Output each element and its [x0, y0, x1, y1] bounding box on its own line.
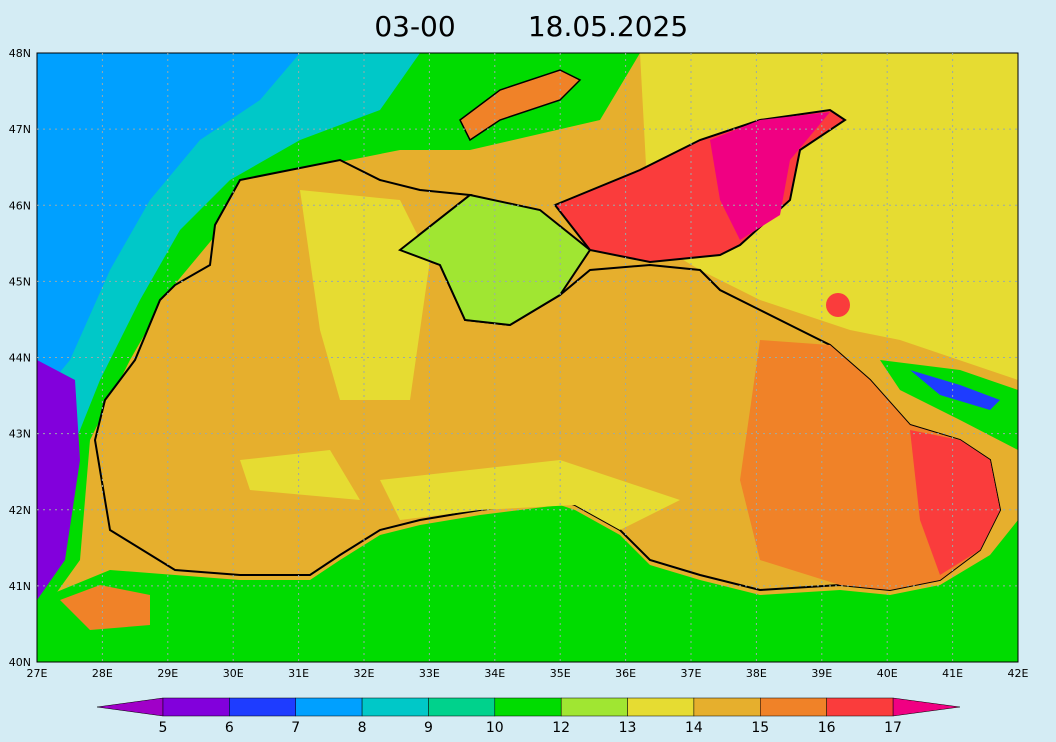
colorbar-segment: [826, 697, 894, 717]
lon-label: 32E: [354, 667, 375, 680]
field-land-south: [37, 505, 1018, 662]
lon-label: 41E: [942, 667, 963, 680]
lon-label: 39E: [811, 667, 832, 680]
field-spot: [826, 293, 850, 317]
lon-label: 35E: [550, 667, 571, 680]
colorbar-below: [96, 697, 164, 717]
lat-label: 43N: [9, 428, 31, 441]
lon-label: 40E: [877, 667, 898, 680]
lat-label: 48N: [9, 47, 31, 60]
colorbar-segment: [361, 697, 429, 717]
colorbar-label: 9: [424, 720, 433, 736]
lat-label: 42N: [9, 504, 31, 517]
temperature-field: [37, 53, 1018, 662]
graticule: [37, 53, 1018, 662]
lon-label: 38E: [746, 667, 767, 680]
lat-label: 45N: [9, 275, 31, 288]
lon-label: 36E: [615, 667, 636, 680]
lat-label: 46N: [9, 199, 31, 212]
colorbar-label: 14: [685, 720, 703, 736]
lon-label: 27E: [27, 667, 48, 680]
field-sea-yellow-south: [240, 450, 360, 500]
title-time: 03-00: [374, 10, 455, 43]
lon-label: 29E: [157, 667, 178, 680]
colorbar-segment: [693, 697, 761, 717]
field-land-blue-east: [910, 370, 1000, 410]
lon-label: 42E: [1008, 667, 1029, 680]
colorbar-label: 5: [159, 720, 168, 736]
colorbar-segment: [760, 697, 827, 717]
dnieper-estuary: [459, 69, 582, 142]
colorbar: 5 6 7 8 9 10 12 13 14 15 16 17: [96, 697, 961, 736]
field-sea-red-east: [910, 430, 1000, 575]
lon-label: 37E: [681, 667, 702, 680]
field-marmara: [60, 585, 150, 630]
field-sea-yellow-coast: [380, 460, 680, 530]
lon-label: 34E: [484, 667, 505, 680]
colorbar-label: 13: [619, 720, 637, 736]
field-land-blue: [37, 53, 300, 400]
colorbar-label: 10: [486, 720, 504, 736]
lat-label: 40N: [9, 656, 31, 669]
field-azov-magenta: [710, 112, 830, 240]
colorbar-segment: [295, 697, 363, 717]
colorbar-label: 15: [751, 720, 769, 736]
lon-label: 33E: [419, 667, 440, 680]
colorbar-segment: [627, 697, 695, 717]
lon-label: 28E: [92, 667, 113, 680]
colorbar-label: 6: [225, 720, 234, 736]
colorbar-label: 17: [884, 720, 902, 736]
colorbar-segment: [162, 697, 230, 717]
field-land-purple: [37, 360, 80, 600]
colorbar-label: 16: [818, 720, 836, 736]
lat-label: 47N: [9, 123, 31, 136]
lon-label: 31E: [288, 667, 309, 680]
colorbar-segment: [428, 697, 496, 717]
colorbar-segment: [494, 697, 562, 717]
colorbar-above: [892, 697, 961, 717]
field-sea-yellow: [300, 190, 430, 400]
field-land-green-east: [880, 360, 1018, 450]
lat-label: 41N: [9, 580, 31, 593]
lon-label: 30E: [223, 667, 244, 680]
colorbar-label: 8: [358, 720, 367, 736]
colorbar-label: 12: [552, 720, 570, 736]
title-date: 18.05.2025: [528, 10, 688, 43]
lat-label: 44N: [9, 352, 31, 365]
colorbar-segment: [560, 697, 628, 717]
colorbar-label: 7: [291, 720, 300, 736]
colorbar-segment: [229, 697, 296, 717]
